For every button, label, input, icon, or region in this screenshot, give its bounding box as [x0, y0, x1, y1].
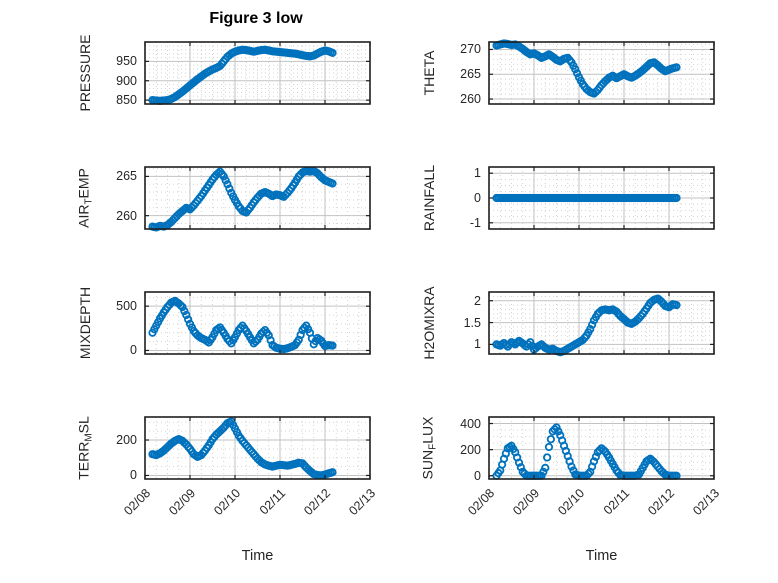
x-tick-label: 02/09: [165, 486, 198, 519]
x-tick-label: 02/08: [120, 486, 153, 519]
tick-marks: [144, 292, 371, 354]
subplot-rainfall: [488, 166, 715, 230]
y-tick-label: 850: [116, 93, 137, 108]
tick-marks: [488, 42, 715, 104]
figure-title: Figure 3 low: [209, 10, 303, 27]
y-tick-label: 265: [460, 67, 481, 82]
y-tick-label: 0: [130, 468, 137, 483]
y-tick-label: 200: [460, 442, 481, 457]
data-series-pressure: [148, 45, 337, 106]
x-tick-label: 02/12: [644, 486, 677, 519]
y-tick-label: 950: [116, 54, 137, 69]
y-tick-label: 1: [474, 337, 481, 352]
subplot-theta: [488, 39, 715, 105]
data-series-terr-msl: [148, 417, 337, 480]
y-tick-label: 265: [116, 169, 137, 184]
x-tick-label: 02/13: [345, 486, 378, 519]
subplot-h2omixra: [488, 291, 715, 357]
y-tick-label: 0: [474, 191, 481, 205]
tick-marks: [144, 417, 371, 479]
axes-box: [144, 416, 371, 480]
axes-box: [488, 416, 715, 480]
y-tick-label: 2: [474, 293, 481, 308]
x-tick-label: 02/13: [689, 486, 722, 519]
subplot-pressure: [144, 41, 371, 106]
x-tick-label: 02/11: [256, 486, 288, 518]
x-tick-label: 02/10: [210, 486, 243, 519]
data-series-rainfall: [492, 193, 681, 203]
x-axis-label-left: Time: [241, 548, 274, 564]
subplot-terr-msl: [144, 416, 371, 480]
tick-marks: [144, 167, 371, 229]
y-tick-label: -1: [469, 215, 481, 230]
minor-grid: [489, 167, 714, 229]
y-tick-label: 500: [116, 299, 137, 314]
data-series-h2omixra: [492, 294, 681, 357]
y-tick-label: 260: [460, 92, 481, 107]
y-tick-label: 900: [116, 73, 137, 88]
tick-marks: [144, 42, 371, 104]
y-tick-label: 1.5: [463, 315, 481, 330]
x-axis-label-right: Time: [585, 548, 618, 564]
subplot-sun-flux: [488, 416, 715, 480]
data-series-theta: [492, 39, 681, 98]
subplot-mixdepth: [144, 291, 371, 355]
tick-marks: [488, 167, 715, 229]
y-tick-label: 1: [474, 166, 481, 181]
y-tick-label: 260: [116, 208, 137, 223]
axes-box: [144, 41, 371, 105]
x-tick-label: 02/08: [464, 486, 497, 519]
x-tick-label: 02/10: [554, 486, 587, 519]
y-tick-label: 0: [474, 468, 481, 483]
x-tick-label: 02/11: [600, 486, 632, 518]
subplot-air-temp: [144, 166, 371, 232]
tick-marks: [488, 292, 715, 354]
axes-box: [144, 291, 371, 355]
minor-grid: [489, 417, 714, 479]
data-series-air-temp: [148, 166, 337, 232]
y-tick-label: 400: [460, 416, 481, 431]
axes-box: [144, 166, 371, 230]
ylabel-text: SL: [75, 416, 92, 434]
data-series-mixdepth: [148, 296, 337, 354]
axes-box: [488, 41, 715, 105]
x-tick-label: 02/12: [300, 486, 333, 519]
minor-grid: [145, 417, 370, 479]
y-tick-label: 0: [130, 343, 137, 358]
data-series-sun-flux: [492, 423, 681, 480]
y-tick-label: 200: [116, 433, 137, 448]
ylabel-subscript: T: [83, 198, 95, 205]
y-tick-label: 270: [460, 42, 481, 57]
x-tick-label: 02/09: [509, 486, 542, 519]
tick-marks: [488, 417, 715, 479]
